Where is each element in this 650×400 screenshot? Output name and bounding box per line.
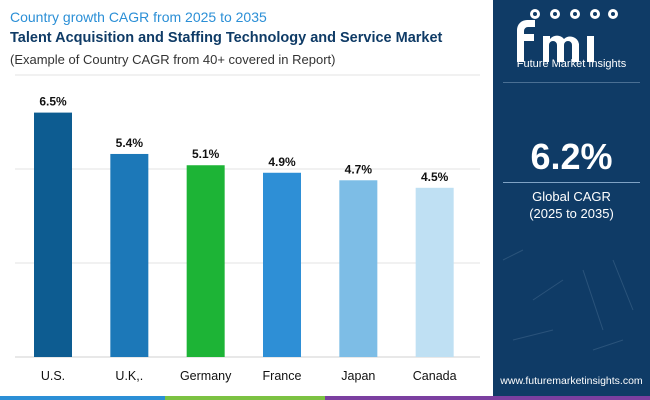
strip-segment-blue <box>0 396 165 400</box>
category-label-1: U.K,. <box>115 369 143 383</box>
chart-note: (Example of Country CAGR from 40+ covere… <box>10 52 336 67</box>
value-label-2: 5.1% <box>192 147 220 161</box>
bar-2[interactable] <box>186 165 225 357</box>
value-label-3: 4.9% <box>268 155 296 169</box>
category-label-3: France <box>263 369 302 383</box>
strip-segment-green <box>165 396 325 400</box>
chart-header: Country growth CAGR from 2025 to 2035 Ta… <box>10 8 490 69</box>
category-label-0: U.S. <box>41 369 65 383</box>
category-label-5: Canada <box>413 369 457 383</box>
value-label-1: 5.4% <box>116 136 144 150</box>
bar-chart: 6.5% 5.4% 5.1% 4.9% 4.7% 4.5% U.S. U.K,. German… <box>15 74 480 383</box>
bar-0[interactable] <box>34 112 72 357</box>
global-cagr-value: 6.2% <box>530 136 613 177</box>
value-label-0: 6.5% <box>39 95 67 109</box>
value-label-5: 4.5% <box>421 170 449 184</box>
chart-bars <box>34 112 454 357</box>
summary-panel: Future Market Insights 6.2% Global CAGR … <box>493 0 650 400</box>
value-divider <box>503 182 640 183</box>
chart-category-labels: U.S. U.K,. Germany France Japan Canada <box>41 369 457 383</box>
fmi-logo <box>517 9 618 62</box>
brand-caption: Future Market Insights <box>516 58 627 70</box>
panel-texture <box>502 249 634 351</box>
value-label-4: 4.7% <box>345 162 373 176</box>
category-label-4: Japan <box>341 369 375 383</box>
strip-segment-purple <box>325 396 650 400</box>
panel-divider <box>503 82 640 83</box>
chart-gridlines <box>15 74 480 358</box>
bar-4[interactable] <box>339 180 378 357</box>
category-label-2: Germany <box>180 369 232 383</box>
bar-1[interactable] <box>110 153 149 357</box>
bottom-color-strip <box>0 396 650 400</box>
global-cagr-period: (2025 to 2035) <box>529 206 614 221</box>
bar-3[interactable] <box>263 172 301 357</box>
global-cagr-label: Global CAGR <box>532 189 611 204</box>
chart-title: Talent Acquisition and Staffing Technolo… <box>10 30 443 46</box>
chart-subtitle: Country growth CAGR from 2025 to 2035 <box>10 9 267 25</box>
chart-value-labels: 6.5% 5.4% 5.1% 4.9% 4.7% 4.5% <box>39 95 448 184</box>
website-link[interactable]: www.futuremarketinsights.com <box>500 375 643 387</box>
bar-5[interactable] <box>415 187 454 357</box>
